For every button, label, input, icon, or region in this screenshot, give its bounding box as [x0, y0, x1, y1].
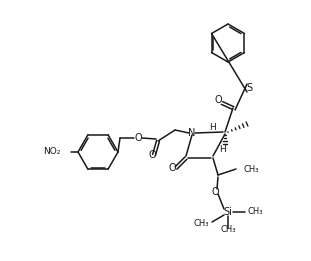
Text: O: O — [134, 133, 142, 143]
Text: CH₃: CH₃ — [220, 226, 236, 234]
Text: O: O — [148, 150, 156, 160]
Text: N: N — [188, 128, 196, 138]
Text: H: H — [220, 145, 226, 155]
Text: O: O — [214, 95, 222, 105]
Text: CH₃: CH₃ — [244, 164, 259, 174]
Text: S: S — [246, 83, 252, 93]
Text: NO₂: NO₂ — [43, 147, 60, 157]
Text: O: O — [211, 187, 219, 197]
Text: H: H — [210, 123, 216, 133]
Text: Si: Si — [224, 207, 232, 217]
Text: O: O — [168, 163, 176, 173]
Text: CH₃: CH₃ — [247, 207, 262, 217]
Text: CH₃: CH₃ — [193, 220, 209, 228]
